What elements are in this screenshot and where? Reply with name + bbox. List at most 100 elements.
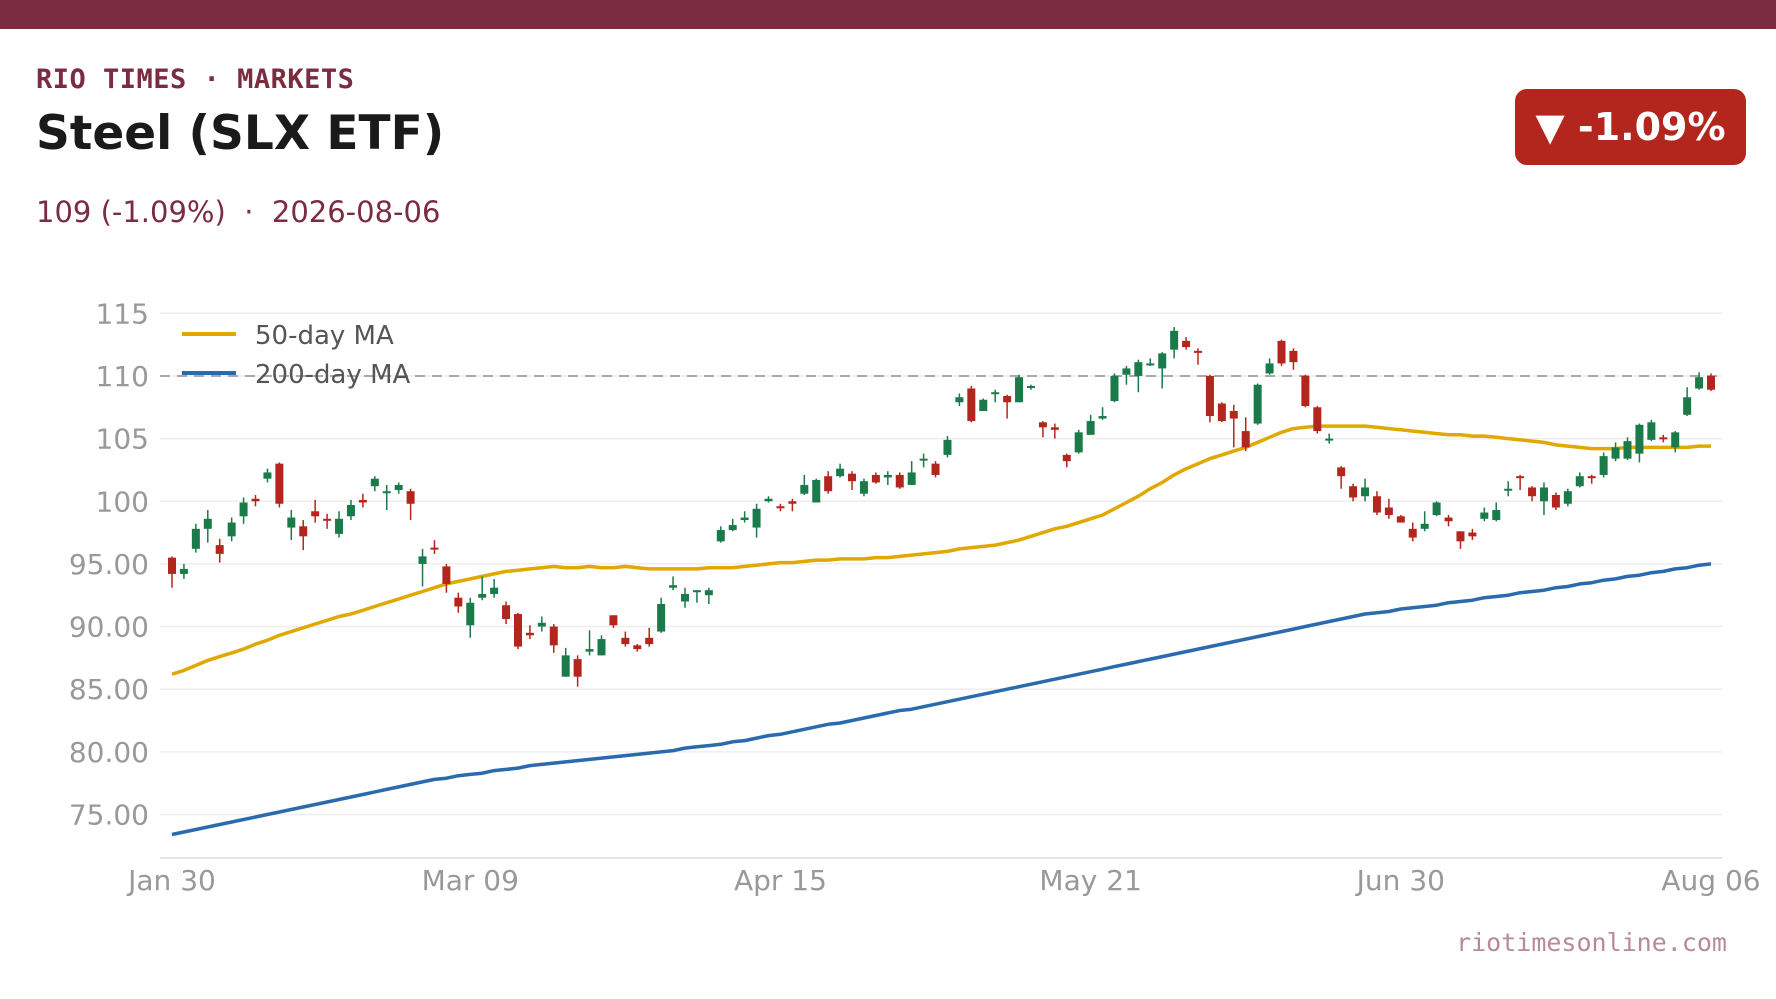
candle	[1361, 478, 1370, 502]
candle-body	[1158, 353, 1167, 369]
candle-body	[895, 474, 904, 488]
candle-body	[883, 474, 892, 478]
x-tick-label: Jan 30	[126, 864, 216, 897]
grid-lines	[160, 312, 1722, 816]
candle	[657, 597, 666, 633]
candle	[263, 468, 272, 483]
candle-body	[1098, 416, 1107, 419]
y-tick-label: 75.00	[69, 799, 149, 832]
ma200-line	[171, 562, 1712, 837]
candle-body	[585, 649, 594, 652]
candle-body	[1587, 476, 1596, 479]
candle	[1134, 359, 1143, 393]
candle-body	[740, 517, 749, 521]
candle-body	[943, 439, 952, 455]
candle-body	[836, 468, 845, 477]
legend: 50-day MA 200-day MA	[182, 321, 411, 390]
candle-body	[1325, 438, 1334, 441]
candle	[168, 556, 176, 588]
candle	[1611, 442, 1620, 462]
candle-body	[1146, 363, 1155, 366]
candle	[1205, 374, 1214, 423]
candle	[1038, 421, 1047, 438]
candle	[1408, 522, 1417, 542]
candle-body	[573, 659, 582, 677]
candle-body	[692, 590, 701, 593]
y-tick-label: 105	[96, 423, 149, 456]
candle-body	[1635, 424, 1644, 454]
candle-body	[1528, 487, 1537, 497]
candle-body	[215, 545, 224, 554]
candle-body	[1420, 523, 1429, 529]
candle	[227, 517, 236, 542]
candle	[179, 563, 188, 579]
candle	[203, 510, 212, 543]
candle-body	[1575, 476, 1584, 487]
candle	[358, 493, 367, 508]
candle-body	[358, 499, 367, 503]
candle	[967, 385, 976, 423]
candle	[299, 520, 308, 551]
candle-body	[478, 593, 487, 598]
candle	[1516, 474, 1525, 490]
candle-body	[537, 622, 546, 627]
candle	[1015, 374, 1024, 403]
candle	[1170, 327, 1179, 359]
candle-body	[311, 511, 320, 517]
page-title: Steel (SLX ETF)	[36, 106, 445, 161]
candle	[1313, 406, 1322, 434]
candle-body	[859, 481, 868, 494]
candle	[1086, 414, 1095, 435]
candle-body	[764, 498, 773, 502]
candle	[1671, 431, 1680, 453]
candle-body	[991, 392, 1000, 395]
candle-body	[1253, 384, 1262, 424]
candle-body	[657, 603, 666, 632]
candle-body	[1241, 431, 1250, 448]
candle	[1575, 472, 1584, 488]
candle	[1492, 502, 1501, 522]
candle	[812, 478, 821, 503]
candle	[1182, 337, 1191, 350]
candle	[382, 484, 391, 511]
candle-body	[1003, 395, 1012, 403]
candle	[1683, 387, 1692, 417]
axes: 75.00 80.00 85.00 90.00 95.00 100 105 110 115 Jan…	[69, 297, 1761, 897]
candle	[681, 587, 689, 608]
candle	[1003, 394, 1012, 419]
candle	[1074, 429, 1083, 454]
candle	[788, 498, 797, 512]
candle	[1325, 433, 1334, 444]
candle-body	[1062, 454, 1071, 462]
candle	[776, 503, 785, 512]
candle	[800, 474, 809, 495]
candle-body	[1671, 432, 1680, 448]
candle-body	[1289, 350, 1298, 363]
candle	[215, 538, 224, 563]
candle-body	[1217, 403, 1226, 422]
candle-body	[1384, 507, 1393, 516]
candle	[406, 488, 415, 521]
candle	[836, 463, 845, 478]
candle-body	[1038, 422, 1047, 428]
candle	[370, 476, 379, 492]
candle	[1528, 486, 1537, 502]
candle-body	[430, 547, 439, 550]
candle-body	[1611, 447, 1620, 459]
candle	[549, 624, 558, 653]
candle	[1062, 453, 1071, 468]
candle-body	[1277, 340, 1286, 364]
candle-body	[442, 566, 451, 584]
candlesticks	[168, 327, 1715, 687]
candle	[919, 453, 928, 468]
candle	[1349, 483, 1358, 502]
candle	[704, 587, 713, 604]
candle	[502, 601, 511, 625]
candle-body	[203, 518, 212, 529]
candle-body	[382, 491, 391, 494]
candle-body	[1659, 437, 1668, 440]
candle-body	[728, 525, 737, 531]
y-tick-label: 100	[96, 485, 149, 518]
candle	[752, 503, 761, 538]
candle-body	[669, 585, 678, 588]
